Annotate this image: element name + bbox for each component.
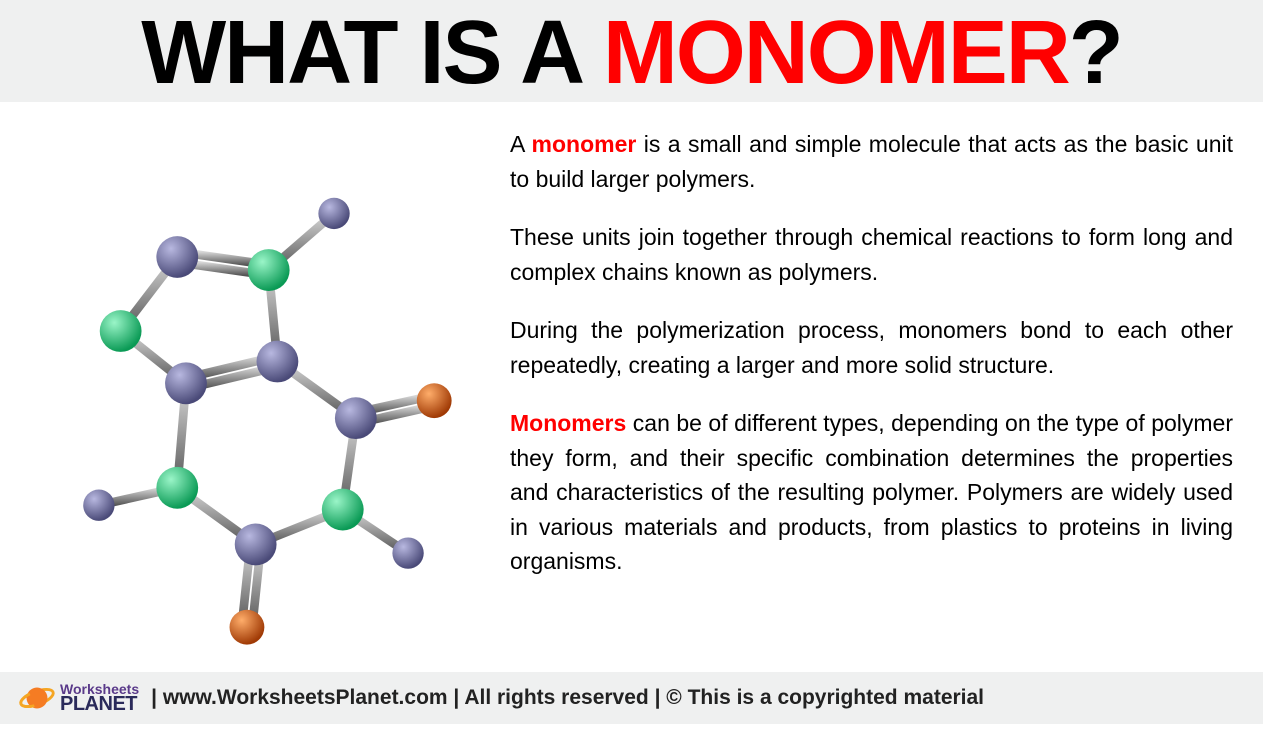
- atom-green: [322, 489, 364, 531]
- paragraph: A monomer is a small and simple molecule…: [510, 127, 1233, 196]
- atom-purple: [318, 198, 349, 229]
- title-prefix: WHAT IS A: [141, 3, 603, 103]
- molecule-illustration: [20, 122, 500, 662]
- atom-orange: [417, 383, 452, 418]
- planet-icon: [18, 679, 56, 717]
- atoms-layer: [83, 198, 451, 645]
- atom-purple: [235, 524, 277, 566]
- atom-orange: [230, 610, 265, 645]
- title-keyword: MONOMER: [603, 3, 1069, 103]
- header-banner: WHAT IS A MONOMER?: [0, 0, 1263, 102]
- content-row: A monomer is a small and simple molecule…: [0, 102, 1263, 672]
- logo-text: Worksheets PLANET: [60, 683, 139, 714]
- atom-purple: [156, 236, 198, 278]
- atom-green: [156, 467, 198, 509]
- logo-bottom: PLANET: [60, 695, 139, 713]
- body-text: A monomer is a small and simple molecule…: [500, 122, 1233, 662]
- atom-green: [100, 310, 142, 352]
- paragraph: These units join together through chemic…: [510, 220, 1233, 289]
- molecule-svg: [30, 122, 490, 662]
- atom-purple: [392, 537, 423, 568]
- highlight-keyword: Monomers: [510, 410, 626, 436]
- title-suffix: ?: [1069, 3, 1122, 103]
- atom-green: [248, 249, 290, 291]
- atom-purple: [165, 362, 207, 404]
- paragraph: Monomers can be of different types, depe…: [510, 406, 1233, 579]
- footer-bar: Worksheets PLANET | www.WorksheetsPlanet…: [0, 672, 1263, 724]
- page-title: WHAT IS A MONOMER?: [20, 8, 1243, 98]
- atom-purple: [335, 397, 377, 439]
- highlight-keyword: monomer: [532, 131, 637, 157]
- atom-purple: [257, 341, 299, 383]
- footer-copyright: | www.WorksheetsPlanet.com | All rights …: [151, 686, 984, 710]
- atom-purple: [83, 490, 114, 521]
- paragraph: During the polymerization process, monom…: [510, 313, 1233, 382]
- brand-logo: Worksheets PLANET: [18, 679, 139, 717]
